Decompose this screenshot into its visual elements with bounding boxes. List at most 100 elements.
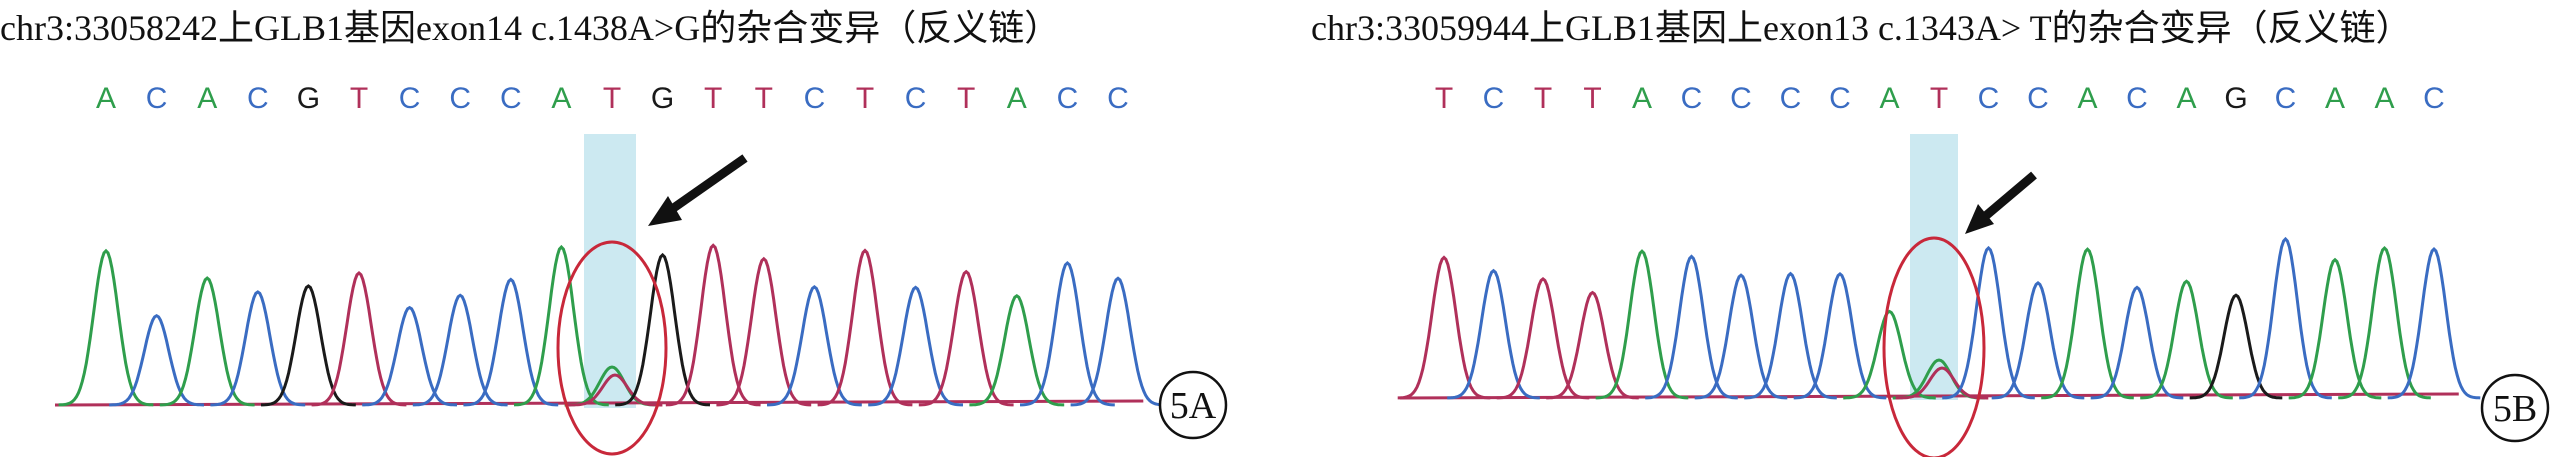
arrow bbox=[1979, 171, 2037, 223]
base-letter: A bbox=[551, 82, 571, 115]
base-letter: C bbox=[2027, 82, 2049, 115]
base-letter: G bbox=[297, 82, 320, 115]
trace-peak bbox=[1496, 276, 1590, 400]
panel-title: chr3:33059944上GLB1基因上exon13 c.1343A> T的杂… bbox=[1311, 8, 2412, 48]
trace-peak bbox=[362, 305, 457, 407]
trace-peak bbox=[1645, 254, 1738, 400]
base-letter: C bbox=[2423, 82, 2445, 115]
trace-peak bbox=[918, 269, 1014, 407]
traces bbox=[54, 243, 1166, 407]
base-letter: A bbox=[96, 82, 116, 115]
base-letter: T bbox=[704, 82, 722, 115]
trace-peak bbox=[767, 285, 862, 407]
trace-peak bbox=[1991, 280, 2085, 400]
arrow-head bbox=[648, 196, 682, 226]
trace-peak bbox=[1447, 268, 1540, 400]
trace-peak bbox=[210, 290, 306, 407]
base-letter: C bbox=[1780, 82, 1802, 115]
trace-peak bbox=[1070, 276, 1166, 407]
trace-peak bbox=[2338, 245, 2431, 400]
trace-peak bbox=[615, 252, 711, 407]
trace-peak bbox=[1595, 249, 1689, 400]
trace-peak bbox=[1843, 309, 1936, 400]
panel-title: chr3:33058242上GLB1基因exon14 c.1438A>G的杂合变… bbox=[0, 8, 1060, 48]
base-letter: T bbox=[350, 82, 368, 115]
label-circle bbox=[1158, 370, 1228, 440]
base-letter: C bbox=[500, 82, 522, 115]
base-letter: C bbox=[146, 82, 168, 115]
base-letter: C bbox=[1978, 82, 2000, 115]
base-letter: T bbox=[856, 82, 874, 115]
trace-peak bbox=[261, 284, 356, 407]
base-letter: C bbox=[1730, 82, 1752, 115]
base-letter: C bbox=[804, 82, 826, 115]
panel: chr3:33059944上GLB1基因上exon13 c.1343A> T的杂… bbox=[1311, 8, 2550, 457]
trace-peak bbox=[1397, 255, 1491, 400]
trace-peak bbox=[665, 243, 761, 407]
highlight bbox=[584, 134, 636, 408]
trace-peak bbox=[58, 248, 154, 407]
base-letter: A bbox=[1879, 82, 1899, 115]
trace-peak bbox=[1546, 290, 1639, 400]
trace-peak bbox=[2090, 285, 2184, 400]
ellipse bbox=[556, 240, 668, 456]
traces bbox=[1397, 236, 2481, 400]
trace-peak bbox=[1942, 245, 2035, 400]
trace-peak bbox=[2041, 247, 2134, 400]
base-letter: C bbox=[1829, 82, 1851, 115]
trace-peak bbox=[868, 285, 963, 407]
base-letter: A bbox=[1632, 82, 1652, 115]
ellipse bbox=[1882, 236, 1986, 457]
trace-peak bbox=[2140, 279, 2233, 400]
base-letter: A bbox=[1007, 82, 1027, 115]
base-letter: T bbox=[1534, 82, 1552, 115]
trace-peak bbox=[159, 276, 255, 407]
base-letter: C bbox=[449, 82, 471, 115]
trace-peak bbox=[412, 293, 508, 407]
base-letter: A bbox=[2077, 82, 2097, 115]
base-letter: C bbox=[1107, 82, 1129, 115]
base-letter: A bbox=[197, 82, 217, 115]
base-letter: C bbox=[399, 82, 421, 115]
trace-peak bbox=[2288, 257, 2382, 400]
panel-label: 5A bbox=[1170, 385, 1217, 427]
trace-peak bbox=[1793, 271, 1887, 400]
base-letter: C bbox=[2275, 82, 2297, 115]
trace-peak bbox=[1020, 260, 1115, 407]
trace-peak bbox=[109, 313, 205, 407]
trace-peak bbox=[1895, 366, 1989, 400]
trace-peak bbox=[1744, 271, 1837, 400]
trace-peak bbox=[2239, 236, 2332, 400]
base-letter: C bbox=[247, 82, 269, 115]
base-letter: T bbox=[603, 82, 621, 115]
trace-peak bbox=[311, 270, 407, 407]
base-letter: C bbox=[1483, 82, 1505, 115]
base-letter: T bbox=[755, 82, 773, 115]
trace-peak bbox=[1694, 273, 1788, 400]
base-letter: T bbox=[1583, 82, 1601, 115]
base-letter: T bbox=[957, 82, 975, 115]
arrow-head bbox=[1965, 204, 1994, 234]
trace-peak bbox=[817, 248, 913, 407]
base-letter: T bbox=[1435, 82, 1453, 115]
base-letter: C bbox=[2126, 82, 2148, 115]
label-circle bbox=[2480, 373, 2550, 443]
trace-peak bbox=[567, 373, 663, 407]
base-letter: A bbox=[2176, 82, 2196, 115]
base-letter: G bbox=[651, 82, 674, 115]
trace-peak bbox=[716, 256, 812, 407]
panel-label: 5B bbox=[2493, 388, 2537, 430]
panel: chr3:33058242上GLB1基因exon14 c.1438A>G的杂合变… bbox=[0, 8, 1228, 456]
base-letter: C bbox=[905, 82, 927, 115]
base-letter: C bbox=[1057, 82, 1079, 115]
trace-peak bbox=[2387, 246, 2481, 400]
highlight bbox=[1910, 134, 1958, 400]
base-letter: A bbox=[2325, 82, 2345, 115]
base-letter: G bbox=[2224, 82, 2247, 115]
arrow bbox=[662, 154, 748, 218]
trace-peak bbox=[463, 277, 559, 407]
base-letter: A bbox=[2374, 82, 2394, 115]
trace-peak bbox=[969, 293, 1065, 407]
base-letter: T bbox=[1930, 82, 1948, 115]
